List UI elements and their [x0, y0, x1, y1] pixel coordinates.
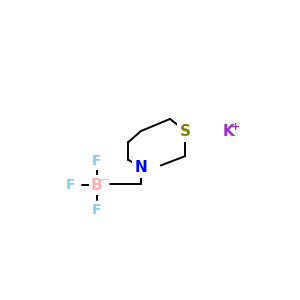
Text: N: N [135, 160, 147, 175]
Text: F: F [65, 178, 75, 192]
Text: +: + [230, 122, 240, 132]
Text: S: S [180, 124, 190, 139]
Text: −: − [100, 175, 109, 185]
Text: K: K [222, 124, 234, 139]
Text: F: F [92, 154, 101, 168]
Text: F: F [92, 202, 101, 217]
Text: B: B [91, 178, 103, 193]
